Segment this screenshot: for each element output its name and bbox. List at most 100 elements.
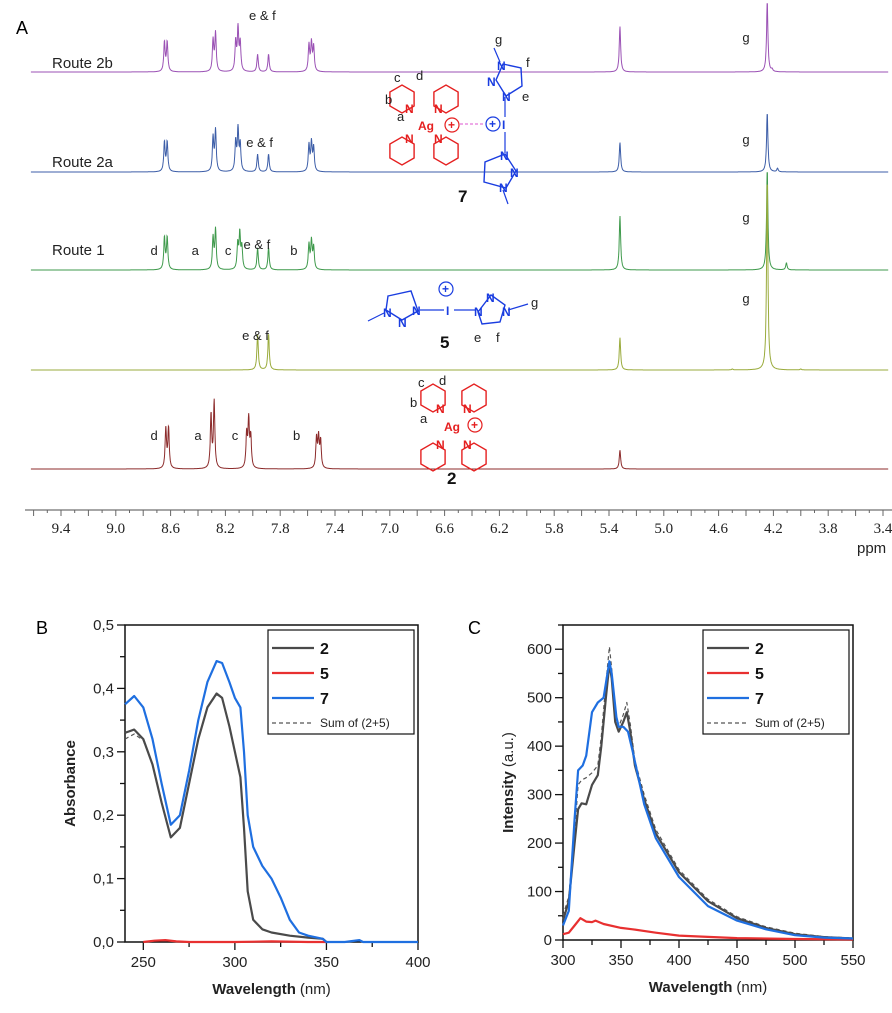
x-axis-unit: (nm) [300, 981, 331, 998]
nmr-traces [30, 3, 889, 470]
x-tick-label: 5.0 [654, 521, 673, 537]
atom-n: N [487, 75, 496, 89]
nmr-spectra-panel: 9.4 9.0 8.6 8.2 7.8 7.4 7.0 6.6 6.2 5.8 5.4 5.0 4.6 4… [25, 3, 892, 557]
x-tick-label: 8.6 [161, 521, 180, 537]
peak-annotation: a [192, 243, 200, 258]
route-2b-label: Route 2b [52, 55, 113, 72]
pyridine-ring [389, 136, 415, 166]
x-tick-label: 3.8 [819, 521, 838, 537]
atom-n: N [500, 149, 509, 163]
x-tick-label: 300 [550, 952, 575, 969]
atom-n: N [499, 181, 508, 195]
ring-label-d: d [416, 68, 423, 83]
pyridine-ring [433, 84, 459, 114]
x-tick-label: 5.4 [600, 521, 619, 537]
series-line-1 [562, 917, 854, 941]
legend-label: Sum of (2+5) [320, 716, 390, 730]
peak-annotation: g [742, 132, 749, 147]
peak-annotation: b [293, 428, 300, 443]
triazole-label-e: e [522, 89, 529, 104]
atom-n: N [383, 306, 392, 320]
series-line-2 [124, 659, 418, 944]
y-tick-label: 0,3 [93, 744, 114, 761]
peak-annotation: e & f [242, 328, 269, 343]
x-tick-label: 400 [405, 954, 430, 971]
peak-annotation: e & f [249, 8, 276, 23]
x-tick-label: 6.6 [435, 521, 454, 537]
atom-n: N [434, 102, 443, 116]
peak-annotation: g [742, 210, 749, 225]
x-tick-label: 4.6 [709, 521, 728, 537]
nmr-spectrum-trace [30, 184, 889, 371]
peak-annotation: c [225, 243, 232, 258]
y-axis-label: Intensity (a.u.) [500, 732, 517, 833]
atom-n: N [398, 316, 407, 330]
ring-label-c: c [394, 70, 401, 85]
x-tick-label: 9.4 [52, 521, 71, 537]
y-axis-label: Absorbance [62, 740, 79, 827]
compound-number-7: 7 [458, 187, 467, 206]
peak-annotations: e & fge & f gd a c e & f bge & fgd a c b [151, 8, 750, 443]
legend-label: 2 [755, 641, 764, 658]
pyridine-ring [433, 136, 459, 166]
peak-annotation: d [151, 428, 158, 443]
x-tick-label: 500 [782, 952, 807, 969]
atom-n: N [436, 402, 445, 416]
pyridine-ring [420, 383, 446, 413]
nmr-spectrum-trace [30, 398, 889, 470]
atom-n: N [463, 402, 472, 416]
triazole-label-f: f [496, 330, 500, 345]
peak-annotation: e & f [246, 135, 273, 150]
x-tick-label: 450 [724, 952, 749, 969]
peak-annotation: d [151, 243, 158, 258]
x-tick-label: 350 [608, 952, 633, 969]
y-tick-label: 200 [527, 835, 552, 852]
peak-annotation: a [194, 428, 202, 443]
y-axis-title: Intensity [500, 771, 517, 833]
x-axis-label: Wavelength (nm) [212, 981, 330, 998]
x-tick-label: 7.0 [380, 521, 399, 537]
charge-plus: + [489, 117, 496, 131]
x-tick-label: 8.2 [216, 521, 235, 537]
x-tick-label: 7.4 [326, 521, 345, 537]
atom-n: N [502, 90, 511, 104]
route-1-label: Route 1 [52, 242, 105, 259]
y-axis-title: Absorbance [62, 740, 79, 827]
peak-annotation: g [742, 291, 749, 306]
ring-label-d: d [439, 373, 446, 388]
atom-n: N [434, 132, 443, 146]
series-line-0 [124, 692, 328, 943]
atom-n: N [510, 166, 519, 180]
ring-label-c: c [418, 375, 425, 390]
peak-annotation: b [290, 243, 297, 258]
pyridine-ring [389, 84, 415, 114]
x-tick-label: 350 [314, 954, 339, 971]
legend-label: 7 [755, 691, 764, 708]
charge-plus: + [471, 418, 478, 432]
nmr-x-axis: 9.4 9.0 8.6 8.2 7.8 7.4 7.0 6.6 6.2 5.8 5.4 5.0 4.6 4… [25, 509, 892, 537]
emission-chart: 300 350 400 450 500 550 0 100 200 300 400 500 600 Wav… [500, 624, 866, 996]
x-tick-label: 5.8 [545, 521, 564, 537]
atom-n: N [405, 102, 414, 116]
structure-compound-5: N N N I + N N N g e f 5 [367, 281, 538, 352]
atom-n: N [474, 305, 483, 319]
triazole-label-g: g [531, 295, 538, 310]
triazole-label-f: f [526, 55, 530, 70]
x-tick-label: 550 [840, 952, 865, 969]
x-tick-label: 9.0 [106, 521, 125, 537]
panel-label-a: A [16, 18, 28, 38]
atom-n: N [463, 438, 472, 452]
peak-annotation: c [232, 428, 239, 443]
peak-annotation: g [742, 30, 749, 45]
y-tick-label: 400 [527, 738, 552, 755]
compound-number-5: 5 [440, 333, 449, 352]
y-tick-label: 0,0 [93, 934, 114, 951]
x-tick-label: 7.8 [271, 521, 290, 537]
panel-label-c: C [468, 618, 481, 638]
atom-ag: Ag [418, 119, 434, 133]
compound-number-2: 2 [447, 469, 456, 488]
charge-plus: + [448, 118, 455, 132]
legend-label: 2 [320, 641, 329, 658]
ring-label-a: a [420, 411, 428, 426]
